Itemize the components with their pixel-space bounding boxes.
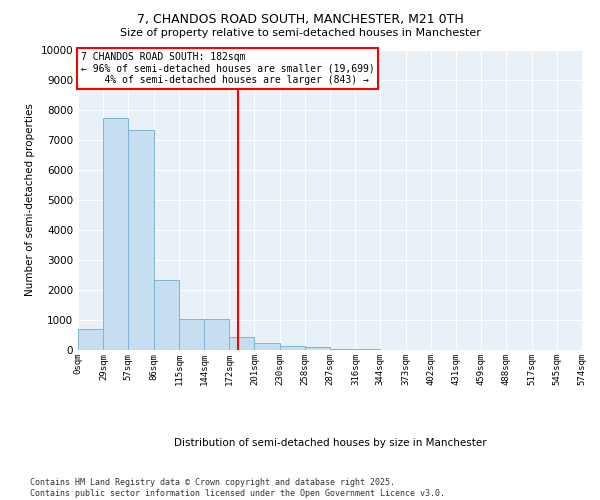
Text: Contains HM Land Registry data © Crown copyright and database right 2025.
Contai: Contains HM Land Registry data © Crown c… bbox=[30, 478, 445, 498]
Bar bbox=[205, 318, 229, 350]
Bar bbox=[280, 346, 305, 350]
Bar bbox=[154, 280, 179, 350]
Bar bbox=[179, 318, 205, 350]
Bar bbox=[305, 347, 330, 350]
Bar bbox=[128, 130, 154, 350]
Text: 7, CHANDOS ROAD SOUTH, MANCHESTER, M21 0TH: 7, CHANDOS ROAD SOUTH, MANCHESTER, M21 0… bbox=[137, 12, 463, 26]
Y-axis label: Number of semi-detached properties: Number of semi-detached properties bbox=[25, 104, 35, 296]
Bar bbox=[254, 343, 280, 350]
Bar bbox=[229, 337, 254, 350]
Bar bbox=[103, 118, 128, 350]
Bar bbox=[330, 348, 355, 350]
Text: 7 CHANDOS ROAD SOUTH: 182sqm
← 96% of semi-detached houses are smaller (19,699)
: 7 CHANDOS ROAD SOUTH: 182sqm ← 96% of se… bbox=[80, 52, 374, 84]
X-axis label: Distribution of semi-detached houses by size in Manchester: Distribution of semi-detached houses by … bbox=[173, 438, 487, 448]
Text: Size of property relative to semi-detached houses in Manchester: Size of property relative to semi-detach… bbox=[119, 28, 481, 38]
Bar bbox=[78, 329, 103, 350]
